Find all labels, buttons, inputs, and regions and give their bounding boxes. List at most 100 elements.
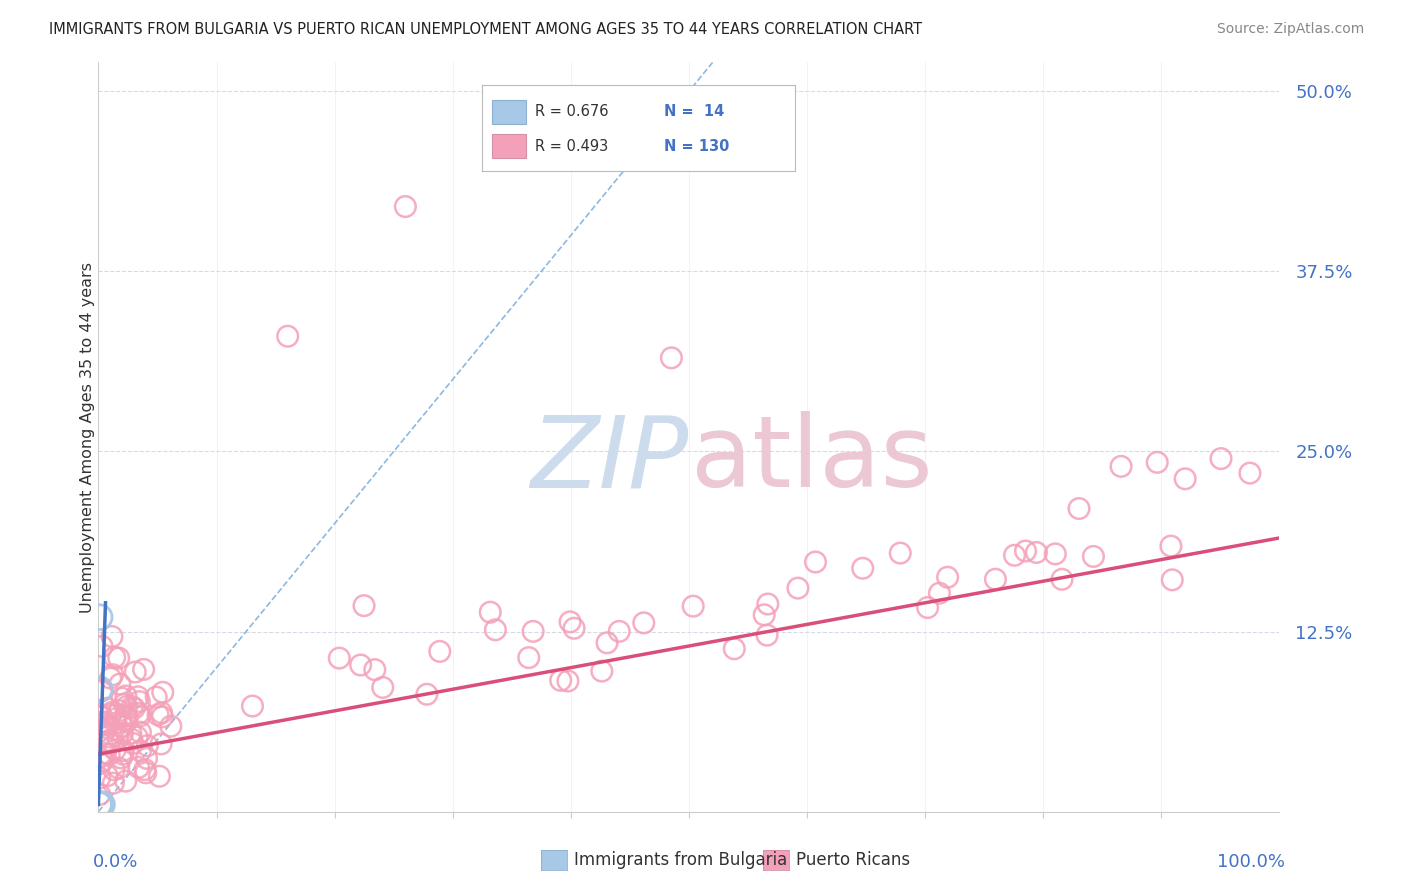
Point <box>889 546 911 560</box>
Text: IMMIGRANTS FROM BULGARIA VS PUERTO RICAN UNEMPLOYMENT AMONG AGES 35 TO 44 YEARS : IMMIGRANTS FROM BULGARIA VS PUERTO RICAN… <box>49 22 922 37</box>
Point <box>91 683 114 698</box>
Point <box>145 690 167 705</box>
Point <box>104 716 127 731</box>
Point <box>852 561 875 575</box>
Point <box>135 765 157 780</box>
Point <box>121 699 143 714</box>
Point <box>129 725 152 739</box>
Point <box>115 689 138 703</box>
Point <box>114 774 136 789</box>
Point <box>1161 573 1184 587</box>
Point <box>134 763 156 777</box>
Point <box>479 605 502 619</box>
Point <box>723 641 745 656</box>
Point <box>150 710 173 724</box>
Point <box>1174 472 1197 486</box>
Point <box>122 701 145 715</box>
Point <box>89 797 111 812</box>
Point <box>90 797 112 812</box>
Point <box>550 673 572 688</box>
Point <box>89 707 111 722</box>
Point <box>517 650 540 665</box>
Point <box>89 797 111 812</box>
Point <box>89 797 111 812</box>
Point <box>150 737 173 751</box>
Point <box>112 697 135 711</box>
Point <box>112 743 135 757</box>
Point <box>94 715 117 730</box>
Point <box>100 707 122 722</box>
Point <box>90 756 112 771</box>
Point <box>1239 466 1261 480</box>
Point <box>104 743 127 757</box>
Point <box>152 685 174 699</box>
Point <box>91 797 114 812</box>
Point <box>804 555 827 569</box>
Point <box>364 663 387 677</box>
Point <box>1160 539 1182 553</box>
Point <box>129 709 152 723</box>
Point <box>132 662 155 676</box>
Text: 100.0%: 100.0% <box>1218 853 1285 871</box>
Point <box>89 724 111 739</box>
Point <box>108 677 131 691</box>
Point <box>98 747 121 762</box>
Point <box>111 719 134 733</box>
Point <box>591 664 613 678</box>
Point <box>756 628 779 642</box>
Point <box>115 709 138 723</box>
Point <box>429 644 451 658</box>
Point <box>91 710 114 724</box>
Point <box>110 751 132 765</box>
Point <box>242 699 264 714</box>
Point <box>89 797 111 812</box>
Y-axis label: Unemployment Among Ages 35 to 44 years: Unemployment Among Ages 35 to 44 years <box>80 261 94 613</box>
Point <box>89 797 111 812</box>
Point <box>917 600 939 615</box>
Point <box>115 699 138 714</box>
Point <box>136 739 159 753</box>
Text: Source: ZipAtlas.com: Source: ZipAtlas.com <box>1216 22 1364 37</box>
Point <box>107 731 129 745</box>
Point <box>484 623 506 637</box>
Point <box>101 706 124 720</box>
Point <box>522 624 544 639</box>
Point <box>89 610 111 624</box>
Point <box>127 690 149 704</box>
Point <box>89 788 111 802</box>
Point <box>1146 455 1168 469</box>
Point <box>108 761 131 775</box>
Point <box>1025 545 1047 559</box>
Point <box>416 687 439 701</box>
Point <box>121 732 143 747</box>
Point <box>150 706 173 720</box>
Point <box>101 667 124 681</box>
Point <box>633 615 655 630</box>
Point <box>90 797 112 812</box>
Point <box>103 776 125 790</box>
Point <box>96 730 118 744</box>
Point <box>1045 547 1067 561</box>
Point <box>94 747 117 761</box>
Point <box>96 769 118 783</box>
Point <box>87 797 110 812</box>
Point <box>91 640 114 654</box>
Point <box>111 747 134 761</box>
Text: 0.0%: 0.0% <box>93 853 138 871</box>
Point <box>127 730 149 744</box>
Point <box>111 691 134 706</box>
Point <box>787 581 810 595</box>
Text: ZIP: ZIP <box>530 411 689 508</box>
Point <box>101 630 124 644</box>
Point <box>115 714 138 729</box>
Point <box>148 769 170 783</box>
Point <box>353 599 375 613</box>
Point <box>91 754 114 768</box>
Point <box>103 763 125 777</box>
Point <box>936 570 959 584</box>
Point <box>1209 451 1232 466</box>
Point <box>146 707 169 722</box>
Point <box>596 636 619 650</box>
Point <box>91 737 114 751</box>
Point <box>328 651 350 665</box>
